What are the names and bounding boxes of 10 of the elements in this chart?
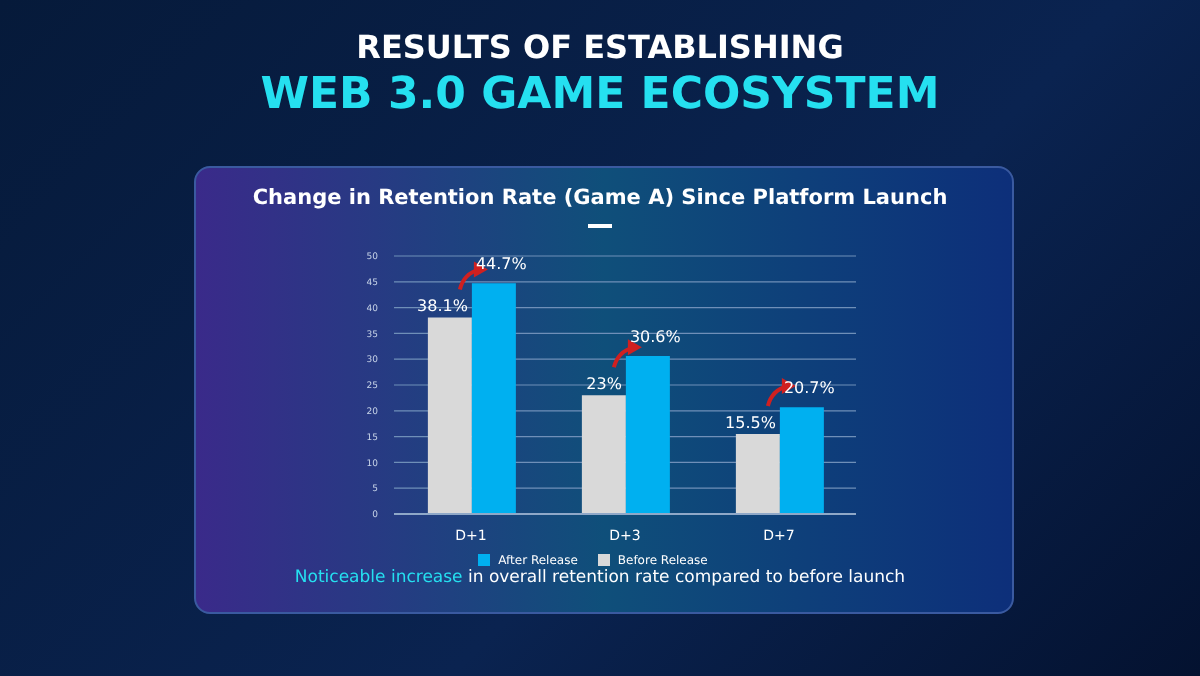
data-label: 15.5% <box>725 414 777 433</box>
data-label: 23% <box>586 375 623 394</box>
data-label: 44.7% <box>475 255 528 274</box>
text: RESULTS OF ESTABLISHING <box>354 28 846 68</box>
data-label: 30.6% <box>629 328 682 347</box>
data-label: 38.1% <box>417 297 469 316</box>
data-label: 20.7% <box>783 379 836 398</box>
text: WEB 3.0 GAME ECOSYSTEM <box>258 68 942 124</box>
chart-title: Change in Retention Rate (Game A) Since Platform Launch <box>250 186 950 210</box>
text: Noticeable increase in overall retention rate compared to before launch <box>292 568 908 588</box>
